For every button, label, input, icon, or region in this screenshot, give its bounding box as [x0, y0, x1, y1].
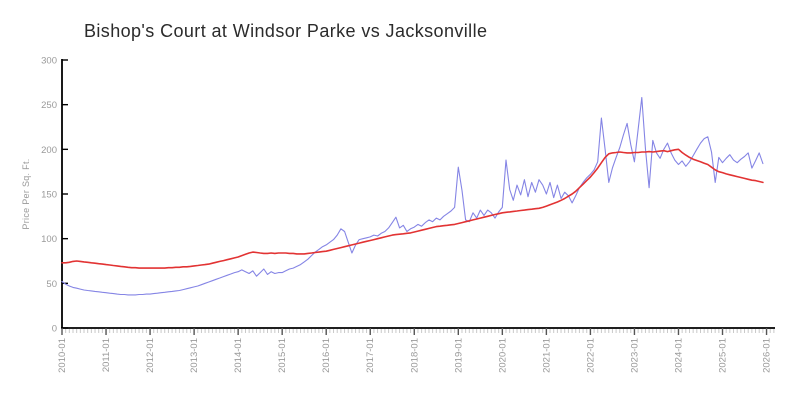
y-axis-ticks	[62, 59, 68, 329]
x-tick-label: 2017-01	[365, 338, 376, 373]
y-tick-label: 0	[52, 324, 57, 335]
y-axis-tick-labels: 0 50 100 150 200 250 300	[41, 56, 57, 335]
x-tick-label: 2014-01	[233, 338, 244, 373]
x-tick-label: 2021-01	[541, 338, 552, 373]
y-tick-label: 250	[41, 100, 57, 111]
x-tick-label: 2010-01	[57, 338, 68, 373]
series-line-community	[61, 96, 764, 296]
y-axis-label: Price Per Sq. Ft.	[21, 158, 31, 229]
y-tick-label: 150	[41, 190, 57, 201]
y-tick-label: 300	[41, 56, 57, 67]
x-tick-label: 2012-01	[145, 338, 156, 373]
y-tick-label: 100	[41, 234, 57, 245]
x-tick-label: 2026-01	[762, 338, 773, 373]
x-axis-tick-labels: 2010-01 2011-01 2012-01 2013-01 2014-01 2015-…	[57, 338, 773, 373]
x-axis-minor-ticks	[61, 329, 775, 333]
x-tick-label: 2024-01	[673, 338, 684, 373]
x-tick-label: 2015-01	[277, 338, 288, 373]
x-tick-label: 2011-01	[101, 338, 112, 372]
x-tick-label: 2013-01	[189, 338, 200, 373]
x-axis: 2010-01 2011-01 2012-01 2013-01 2014-01 2015-…	[57, 327, 775, 373]
x-axis-major-ticks	[61, 328, 768, 335]
x-tick-label: 2020-01	[497, 338, 508, 373]
x-tick-label: 2022-01	[585, 338, 596, 373]
chart-title: Bishop's Court at Windsor Parke vs Jacks…	[84, 21, 487, 41]
x-tick-label: 2025-01	[718, 338, 729, 373]
y-tick-label: 50	[46, 279, 57, 290]
y-tick-label: 200	[41, 145, 57, 156]
series-lines	[61, 96, 764, 296]
x-tick-label: 2016-01	[321, 338, 332, 373]
x-tick-label: 2019-01	[453, 338, 464, 373]
y-axis: 0 50 100 150 200 250 300	[41, 56, 68, 335]
series-line-jacksonville	[61, 148, 764, 269]
x-tick-label: 2023-01	[629, 338, 640, 373]
x-tick-label: 2018-01	[409, 338, 420, 373]
